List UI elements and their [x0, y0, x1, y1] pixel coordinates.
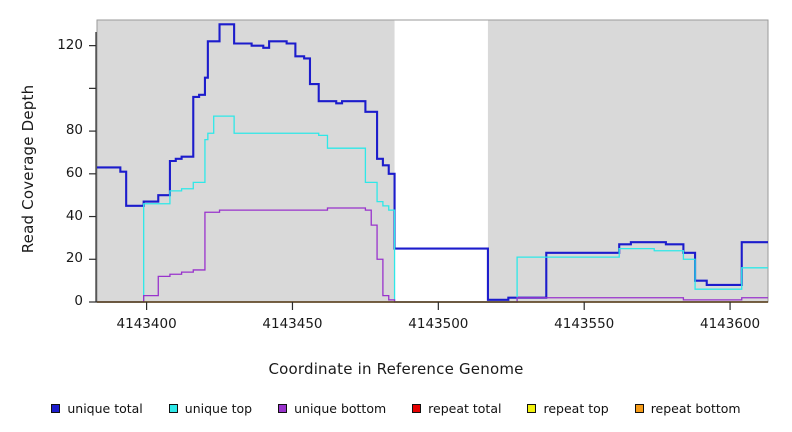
series-line-unique-bottom — [97, 207, 768, 303]
legend-swatch-icon — [51, 403, 61, 413]
legend-label: unique total — [67, 400, 143, 416]
legend-swatch-icon — [412, 403, 422, 413]
x-tick-label: 4143400 — [116, 316, 177, 332]
legend-label: repeat bottom — [650, 400, 741, 416]
legend-label: repeat top — [543, 400, 609, 416]
legend-label: repeat total — [428, 400, 502, 416]
legend-label: unique top — [184, 400, 253, 416]
legend-swatch-icon — [527, 403, 537, 413]
legend-item-repeat-total[interactable]: repeat total — [412, 401, 501, 416]
legend-swatch-icon — [278, 403, 288, 413]
series-line-unique-total — [97, 23, 768, 301]
masked-region — [394, 20, 488, 302]
y-axis-title: Read Coverage Depth — [19, 84, 37, 254]
legend-item-repeat-top[interactable]: repeat top — [527, 400, 609, 416]
x-tick-label: 4143450 — [262, 316, 323, 332]
legend-item-unique-top[interactable]: unique top — [168, 400, 253, 416]
legend-item-repeat-bottom[interactable]: repeat bottom — [634, 400, 741, 416]
chart-legend: unique total unique top unique bottom repea… — [0, 398, 792, 418]
legend-item-unique-total[interactable]: unique total — [51, 400, 143, 416]
y-tick-label: 0 — [74, 293, 83, 309]
x-tick-label: 4143550 — [554, 316, 615, 332]
series-line-unique-top — [97, 115, 768, 303]
legend-swatch-icon — [634, 403, 644, 413]
y-tick-label: 120 — [57, 36, 83, 53]
x-axis-title: Coordinate in Reference Genome — [268, 360, 524, 378]
x-tick-label: 4143500 — [408, 316, 469, 332]
x-tick-label: 4143600 — [700, 316, 761, 332]
legend-swatch-icon — [168, 403, 178, 413]
y-tick-label: 20 — [65, 250, 83, 267]
y-tick-label: 60 — [65, 164, 83, 181]
y-tick-label: 40 — [65, 207, 83, 224]
legend-label: unique bottom — [294, 400, 387, 416]
y-tick-label: 80 — [65, 122, 83, 139]
legend-item-unique-bottom[interactable]: unique bottom — [278, 401, 386, 416]
